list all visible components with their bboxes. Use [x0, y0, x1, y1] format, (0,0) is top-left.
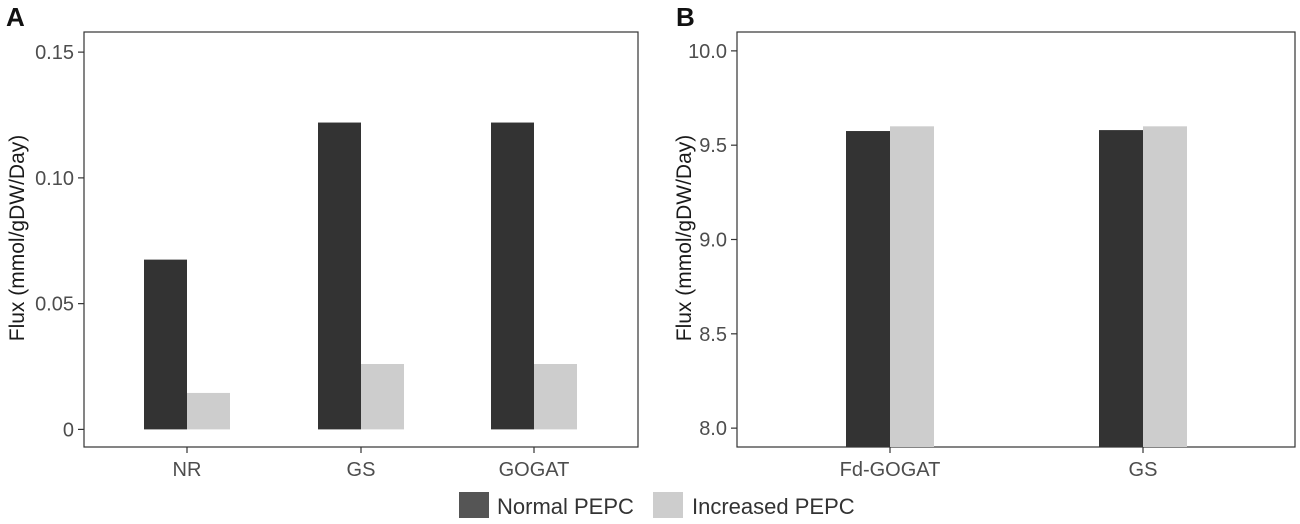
panel-a-x-tick-label: NR: [173, 459, 202, 481]
panel-b-y-tick-label: 9.0: [699, 230, 727, 252]
panel-a-y-axis-title: Flux (mmol/gDW/Day): [6, 135, 29, 342]
panel-b-marks: 8.0 8.5 9.0 9.5 10.0 Fd-GOGAT GS: [688, 41, 1187, 481]
panel-b-chart: B Flux (mmol/gDW/Day) 8.0 8.5 9.0 9.5 10.0 Fd…: [673, 2, 1296, 481]
panel-b-y-tick-label: 10.0: [688, 41, 727, 63]
panel-a-x-tick-label: GS: [347, 459, 376, 481]
panel-a-marks: 0 0.05 0.10 0.15 NR GS GOGAT: [35, 42, 577, 481]
panel-a-bar-gogat-increased-pepc: [534, 364, 577, 430]
panel-a-chart: A Flux (mmol/gDW/Day) 0 0.05 0.10 0.15 NR GS G…: [6, 2, 639, 481]
legend-swatch-normal-pepc: [459, 492, 489, 518]
panel-a-bar-nr-increased-pepc: [187, 392, 230, 430]
panel-b-y-tick-label: 9.5: [699, 135, 727, 157]
panel-a-y-tick-label: 0: [63, 419, 74, 441]
panel-b-label: B: [676, 2, 695, 32]
panel-a-bar-gogat-normal-pepc: [491, 122, 534, 430]
panel-a-bar-nr-normal-pepc: [144, 259, 187, 430]
panel-b-y-tick-label: 8.0: [699, 418, 727, 440]
legend-swatch-increased-pepc: [653, 492, 683, 518]
panel-b-x-tick-label: Fd-GOGAT: [840, 459, 941, 481]
panel-b-bar-fd-gogat-normal-pepc: [846, 131, 890, 447]
panel-a-y-tick-label: 0.05: [35, 294, 74, 316]
panel-a-y-tick-label: 0.10: [35, 168, 74, 190]
panel-b-bar-gs-normal-pepc: [1099, 130, 1143, 447]
panel-b-x-tick-label: GS: [1129, 459, 1158, 481]
panel-b-y-axis-title: Flux (mmol/gDW/Day): [673, 135, 696, 342]
legend-label-increased-pepc: Increased PEPC: [692, 494, 855, 519]
legend-label-normal-pepc: Normal PEPC: [497, 494, 634, 519]
panel-a-x-tick-label: GOGAT: [499, 459, 570, 481]
panel-b-plot-border: [736, 31, 1296, 448]
legend: Normal PEPC Increased PEPC: [459, 492, 855, 519]
panel-b-y-tick-label: 8.5: [699, 324, 727, 346]
panel-a-bar-gs-normal-pepc: [318, 122, 361, 430]
panel-a-bar-gs-increased-pepc: [361, 364, 404, 430]
panel-a-y-tick-label: 0.15: [35, 42, 74, 64]
panel-b-bar-fd-gogat-increased-pepc: [890, 126, 934, 448]
panel-a-label: A: [6, 2, 25, 32]
panel-b-bar-gs-increased-pepc: [1143, 126, 1187, 448]
